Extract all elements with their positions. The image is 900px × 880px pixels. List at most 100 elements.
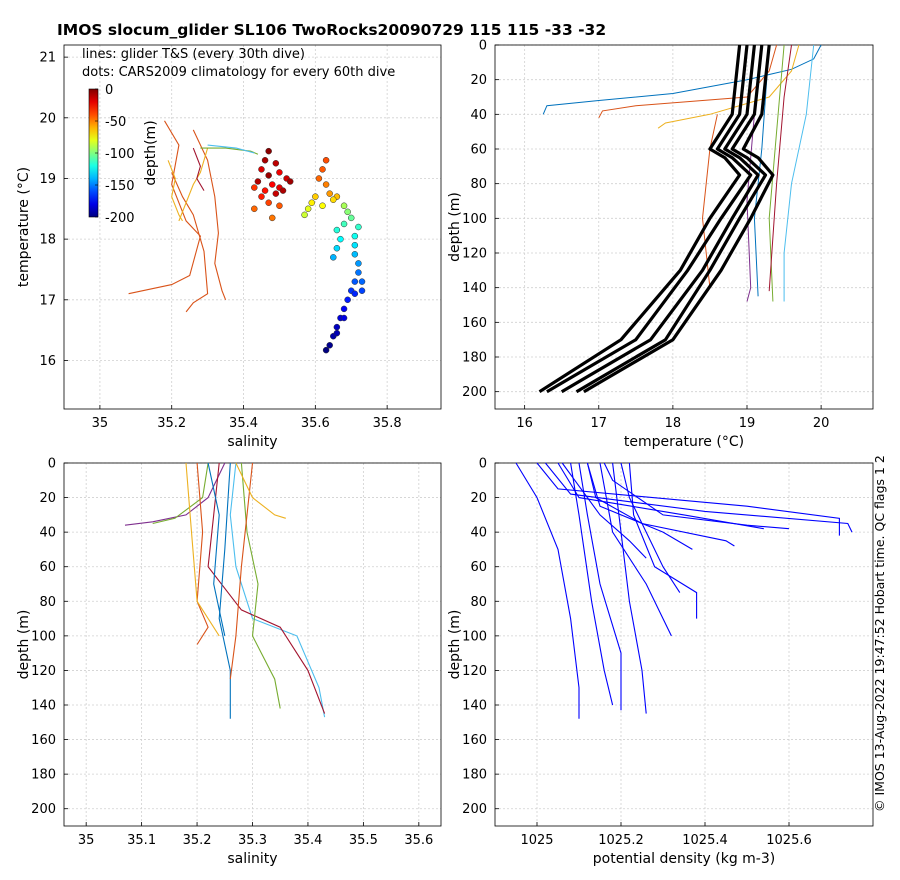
x-tick-label: 35.6 — [301, 416, 330, 431]
climatology-point — [358, 278, 366, 285]
glider-ts-line — [171, 172, 209, 313]
climatology-point — [326, 342, 333, 349]
climatology-point — [351, 232, 359, 240]
climatology-point — [358, 287, 366, 294]
climatology-point — [337, 235, 344, 243]
x-tick-label: 1025 — [520, 833, 553, 848]
climatology-point — [333, 244, 341, 252]
glider-salinity-profile — [207, 462, 226, 637]
legend-glider: lines: glider T&S (every 30th dive) — [82, 47, 305, 62]
y-tick-label: 140 — [462, 281, 487, 296]
climatology-point — [258, 166, 265, 173]
legend-climatology: dots: CARS2009 climatology for every 60t… — [82, 65, 395, 80]
y-tick-label: 40 — [39, 526, 56, 541]
y-tick-label: 100 — [462, 212, 487, 227]
climatology-point — [272, 160, 280, 167]
y-tick-label: 20 — [39, 111, 56, 126]
glider-temp-profile — [701, 114, 718, 288]
plot-frame — [494, 462, 874, 827]
glider-density-profile — [544, 462, 853, 533]
climatology-point — [340, 305, 348, 313]
climatology-point — [265, 199, 272, 206]
x-tick-label: 35.3 — [238, 833, 267, 848]
climatology-point — [351, 251, 359, 258]
climatology-point — [333, 323, 341, 331]
glider-density-profile — [603, 462, 790, 530]
glider-temp-profile — [753, 44, 770, 297]
y-tick-label: 100 — [31, 629, 56, 644]
climatology-temp-profile — [538, 44, 742, 394]
climatology-point — [344, 296, 351, 304]
x-tick-label: 20 — [813, 416, 830, 431]
climatology-point — [301, 211, 308, 219]
y-axis-label: depth (m) — [16, 610, 32, 680]
y-tick-label: 140 — [31, 699, 56, 714]
climatology-point — [258, 193, 265, 200]
glider-ts-line — [192, 147, 205, 191]
y-axis-label: temperature (°C) — [16, 167, 32, 287]
y-tick-label: 18 — [39, 233, 56, 248]
glider-salinity-profile — [235, 462, 286, 519]
glider-density-profile — [599, 462, 672, 637]
temp-depth-panel-axes: 16 17 18 19 20020406080100120140160180200tem… — [447, 39, 874, 450]
glider-density-profile — [557, 462, 764, 530]
plot-frame — [494, 44, 874, 410]
glider-ts-line — [178, 147, 209, 222]
glider-salinity-profile — [240, 462, 281, 709]
climatology-point — [322, 157, 330, 164]
y-tick-label: 80 — [470, 595, 487, 610]
y-tick-label: 80 — [39, 595, 56, 610]
glider-density-profile — [586, 462, 735, 547]
x-tick-label: 35.4 — [229, 416, 258, 431]
figure-title: IMOS slocum_glider SL106 TwoRocks2009072… — [57, 21, 607, 39]
glider-density-profile — [536, 462, 840, 536]
y-tick-label: 140 — [462, 699, 487, 714]
credit-text: © IMOS 13-Aug-2022 19:47:52 Hobart time.… — [872, 455, 887, 812]
climatology-point — [251, 205, 258, 213]
x-tick-label: 1025.6 — [766, 833, 812, 848]
x-tick-label: 35 — [78, 833, 95, 848]
colorbar-tick-label: -50 — [105, 115, 126, 130]
x-tick-label: 35.6 — [404, 833, 433, 848]
climatology-point — [326, 190, 333, 197]
climatology-point — [340, 202, 348, 210]
x-axis-label: potential density (kg m-3) — [593, 851, 775, 867]
climatology-point — [279, 187, 287, 194]
climatology-temp-profile — [575, 44, 768, 394]
x-tick-label: 1025.4 — [682, 833, 728, 848]
climatology-point — [333, 329, 341, 337]
climatology-point — [344, 208, 351, 216]
climatology-point — [276, 169, 283, 176]
glider-density-profile — [586, 462, 693, 550]
colorbar-label: depth(m) — [143, 120, 159, 185]
y-tick-label: 16 — [39, 354, 56, 369]
y-tick-label: 180 — [462, 768, 487, 783]
y-tick-label: 60 — [470, 560, 487, 575]
climatology-point — [355, 269, 362, 276]
y-tick-label: 160 — [462, 733, 487, 748]
climatology-point — [268, 214, 276, 222]
climatology-point — [286, 178, 294, 185]
y-tick-label: 200 — [462, 385, 487, 400]
plot-frame — [63, 44, 442, 410]
glider-salinity-profile — [185, 462, 220, 637]
y-tick-label: 60 — [470, 143, 487, 158]
glider-salinity-profile — [218, 462, 231, 719]
colorbar-tick-label: 0 — [105, 83, 113, 98]
glider-ts-line — [167, 160, 183, 222]
x-tick-label: 35.5 — [349, 833, 378, 848]
y-tick-label: 180 — [31, 768, 56, 783]
climatology-point — [351, 278, 359, 285]
glider-ts-line — [128, 120, 202, 295]
climatology-point — [272, 190, 280, 197]
climatology-point — [322, 181, 330, 188]
climatology-point — [261, 187, 269, 194]
glider-salinity-profile — [124, 462, 226, 526]
climatology-point — [251, 184, 258, 191]
climatology-point — [355, 223, 362, 231]
temp-depth-data — [538, 44, 822, 394]
glider-temp-profile — [598, 44, 778, 119]
climatology-point — [304, 205, 312, 213]
x-tick-label: 18 — [665, 416, 682, 431]
